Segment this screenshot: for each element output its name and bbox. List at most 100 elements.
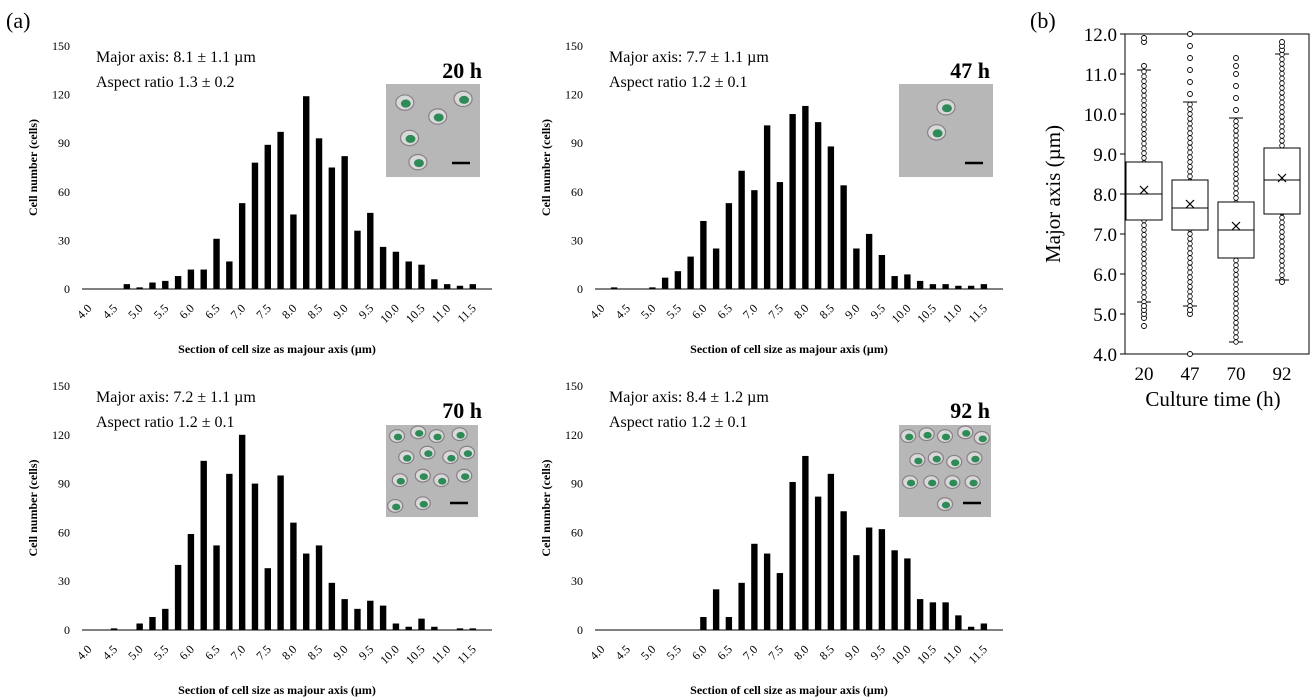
histogram-bar xyxy=(264,568,271,630)
histogram-bar xyxy=(136,623,143,630)
x-tick-label: 9.5 xyxy=(867,301,888,322)
x-tick-label: 7.5 xyxy=(765,301,786,322)
cell-chloroplast xyxy=(396,477,405,485)
histogram-bar xyxy=(789,481,796,630)
data-point xyxy=(1279,243,1285,250)
data-point xyxy=(1187,125,1193,132)
histogram-bar xyxy=(814,122,822,289)
histogram-bar xyxy=(328,167,336,289)
data-point xyxy=(1141,155,1147,161)
histogram-bar xyxy=(891,276,898,289)
cell-chloroplast xyxy=(459,95,470,104)
data-point xyxy=(1233,118,1239,124)
y-tick-label: 60 xyxy=(58,185,70,199)
data-point xyxy=(1187,288,1193,295)
histogram-bar xyxy=(700,616,707,630)
outlier-point xyxy=(1187,43,1193,49)
data-point xyxy=(1233,286,1239,292)
y-tick-label: 0 xyxy=(577,282,583,296)
histogram-bar xyxy=(878,529,886,630)
histogram-bar xyxy=(776,573,784,630)
histogram-bar xyxy=(431,626,438,630)
x-tick-label: 70 xyxy=(1227,364,1246,385)
histogram-bar xyxy=(200,460,207,630)
data-point xyxy=(1141,131,1147,137)
data-point xyxy=(1279,219,1285,226)
data-point xyxy=(1187,240,1193,247)
histogram-bar xyxy=(980,623,988,630)
x-tick-label: 11.5 xyxy=(454,642,478,666)
histogram-bar xyxy=(379,246,387,289)
histogram-bar xyxy=(187,534,195,630)
data-point xyxy=(1279,104,1285,110)
data-point xyxy=(1141,83,1147,89)
x-tick-label: 4.5 xyxy=(100,301,121,322)
time-label: 70 h xyxy=(442,398,482,423)
histogram-bar xyxy=(213,238,220,289)
x-tick-label: 9.0 xyxy=(330,301,351,322)
data-point xyxy=(1141,284,1147,291)
histogram-bar xyxy=(392,251,400,289)
x-tick-label: 5.5 xyxy=(151,301,172,322)
data-point xyxy=(1233,161,1239,168)
data-point xyxy=(1141,136,1147,142)
histogram-bar xyxy=(904,274,911,289)
x-tick-label: 10.5 xyxy=(403,301,428,326)
histogram-bar xyxy=(674,271,682,289)
data-point xyxy=(1233,257,1239,264)
cell-chloroplast xyxy=(447,454,456,462)
data-point xyxy=(1279,272,1285,278)
annotation-text: Aspect ratio 1.3 ± 0.2 xyxy=(96,74,235,91)
data-point xyxy=(1233,166,1239,172)
outlier-point xyxy=(1233,95,1239,101)
data-point xyxy=(1187,269,1193,276)
data-point xyxy=(1141,140,1147,147)
data-point xyxy=(1141,102,1147,108)
data-point xyxy=(1187,164,1193,170)
cell-chloroplast xyxy=(941,501,951,509)
data-point xyxy=(1233,324,1239,331)
x-tick-label: 10.5 xyxy=(914,642,939,667)
x-axis-title: Section of cell size as majour axis (µm) xyxy=(690,683,888,697)
y-tick-label: 120 xyxy=(565,88,583,102)
outlier-point xyxy=(1233,55,1239,61)
y-tick-label: 0 xyxy=(64,623,70,637)
data-point xyxy=(1233,195,1239,201)
outlier-point xyxy=(1187,91,1193,97)
histogram-bar xyxy=(955,615,962,630)
y-tick-label: 0 xyxy=(64,282,70,296)
x-tick-label: 7.0 xyxy=(740,642,761,663)
x-tick-label: 5.0 xyxy=(125,642,146,663)
y-tick-label: 90 xyxy=(571,136,583,150)
histogram-bar xyxy=(814,496,822,630)
x-tick-label: 4.5 xyxy=(100,642,121,663)
data-point xyxy=(1187,236,1193,242)
x-tick-label: 6.0 xyxy=(177,301,198,322)
cell-chloroplast xyxy=(414,159,424,168)
histogram-bar xyxy=(238,203,246,289)
x-tick-label: 5.5 xyxy=(151,642,172,663)
data-point xyxy=(1233,320,1239,326)
annotation-text: Major axis: 7.7 ± 1.1 µm xyxy=(609,49,769,66)
data-point xyxy=(1141,294,1147,300)
data-point xyxy=(1187,116,1193,122)
cell-chloroplast xyxy=(419,500,428,508)
box-iqr xyxy=(1263,147,1301,215)
data-point xyxy=(1279,118,1285,125)
data-point xyxy=(1141,275,1147,281)
y-axis-title: Major axis (µm) xyxy=(1041,125,1065,263)
data-point xyxy=(1279,70,1285,77)
x-tick-label: 7.0 xyxy=(228,301,249,322)
cell-chloroplast xyxy=(906,479,916,487)
x-tick-label: 20 xyxy=(1135,364,1154,385)
histogram-bar xyxy=(110,628,118,630)
histogram-bar xyxy=(328,582,336,630)
histogram-bar xyxy=(916,280,924,289)
mean-marker xyxy=(1185,199,1195,209)
x-tick-label: 4.0 xyxy=(587,301,608,322)
data-point xyxy=(1279,138,1285,144)
data-point xyxy=(1187,111,1193,117)
histogram-bar xyxy=(367,212,374,289)
x-tick-label: 8.0 xyxy=(279,301,300,322)
y-tick-label: 8.0 xyxy=(1093,185,1117,206)
